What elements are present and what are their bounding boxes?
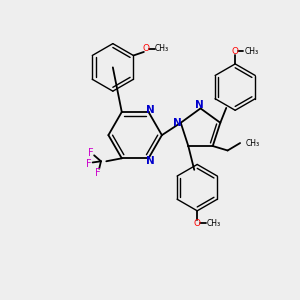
Text: F: F (95, 168, 101, 178)
Text: F: F (88, 148, 93, 158)
Text: F: F (86, 159, 91, 169)
Text: CH₃: CH₃ (245, 139, 260, 148)
Text: N: N (146, 156, 154, 166)
Text: CH₃: CH₃ (154, 44, 169, 53)
Text: N: N (195, 100, 203, 110)
Text: CH₃: CH₃ (206, 219, 220, 228)
Text: O: O (194, 219, 201, 228)
Text: CH₃: CH₃ (244, 47, 259, 56)
Text: O: O (142, 44, 149, 53)
Text: O: O (232, 47, 239, 56)
Text: N: N (173, 118, 182, 128)
Text: N: N (146, 105, 154, 115)
